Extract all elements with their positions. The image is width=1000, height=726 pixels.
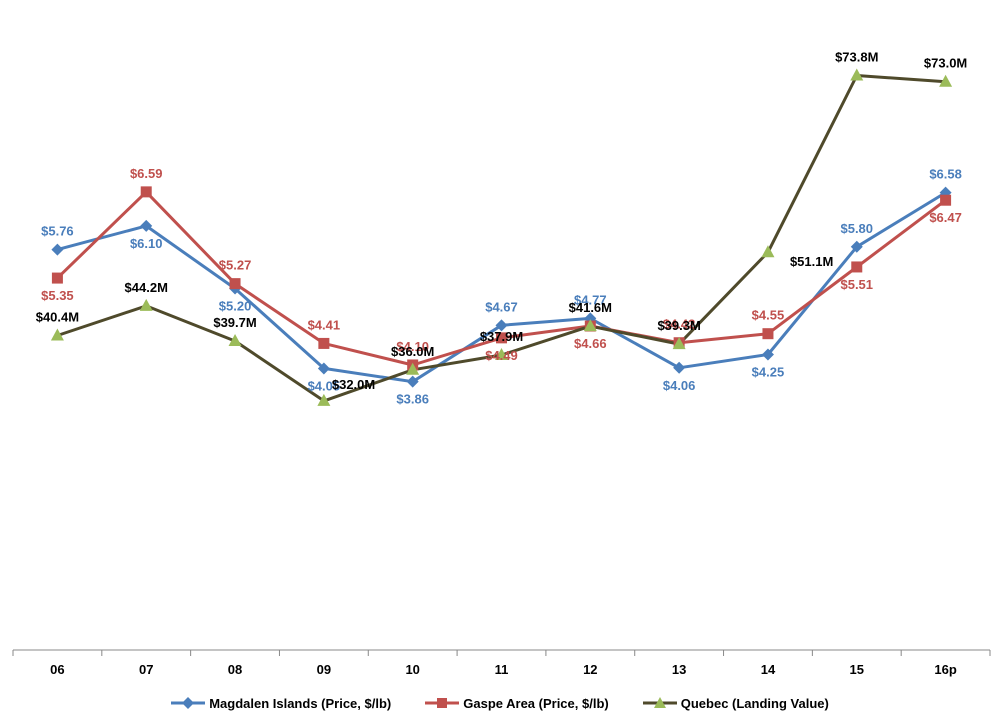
x-tick-label: 14	[761, 662, 776, 677]
data-label: $4.66	[574, 336, 607, 351]
legend-item: Quebec (Landing Value)	[642, 695, 829, 711]
data-label: $5.76	[41, 224, 74, 239]
x-tick-label: 13	[672, 662, 686, 677]
data-point-marker	[761, 245, 775, 258]
data-label: $4.25	[752, 365, 785, 380]
data-point-marker	[406, 375, 419, 388]
data-label: $3.86	[396, 392, 429, 407]
data-label: $36.0M	[391, 344, 434, 359]
legend-swatch	[425, 698, 460, 708]
data-point-marker	[496, 332, 507, 344]
data-label: $4.49	[485, 348, 518, 363]
data-label: $4.10	[396, 339, 429, 354]
data-label: $5.80	[840, 221, 873, 236]
data-point-marker	[850, 68, 864, 81]
data-point-marker	[140, 219, 153, 232]
data-label: $4.06	[663, 378, 696, 393]
data-point-marker	[495, 347, 508, 360]
data-point-marker	[762, 328, 774, 340]
data-label: $41.6M	[569, 300, 612, 315]
data-label: $37.9M	[480, 329, 523, 344]
data-label: $6.59	[130, 166, 163, 181]
data-label: $51.1M	[790, 254, 833, 269]
x-tick-label: 09	[317, 662, 331, 677]
data-point-marker	[672, 337, 686, 350]
data-point-marker	[317, 393, 331, 406]
legend-label: Quebec (Landing Value)	[680, 695, 829, 711]
data-point-marker	[850, 240, 863, 253]
data-point-marker	[229, 278, 241, 290]
data-label: $4.41	[308, 317, 341, 332]
legend-swatch	[642, 697, 677, 708]
x-tick-label: 07	[139, 662, 153, 677]
data-label: $5.20	[219, 299, 252, 314]
data-point-marker	[140, 186, 152, 198]
x-tick-label: 08	[228, 662, 242, 677]
data-label: $4.05	[308, 378, 341, 393]
legend-label: Gaspe Area (Price, $/lb)	[463, 695, 609, 711]
data-point-marker	[318, 337, 330, 349]
data-point-marker	[940, 194, 952, 206]
data-label: $4.67	[485, 299, 518, 314]
data-label: $6.47	[929, 210, 962, 225]
data-label: $6.58	[929, 167, 962, 182]
data-point-marker	[939, 74, 953, 87]
x-tick-label: 10	[405, 662, 419, 677]
data-point-marker	[673, 361, 686, 374]
data-point-marker	[317, 362, 330, 375]
line-chart-plot: 06 07 08 09 10 11 12 13 14 15 16p $5.76 $6.10 $5.20 $4…	[12, 50, 991, 677]
legend-item: Magdalen Islands (Price, $/lb)	[171, 696, 391, 711]
data-label: $5.27	[219, 258, 252, 273]
data-point-marker	[51, 272, 63, 284]
data-label: $4.42	[663, 317, 696, 332]
data-point-marker	[139, 298, 153, 311]
data-label: $32.0M	[332, 377, 375, 392]
x-tick-label: 11	[495, 662, 509, 677]
chart-legend: Magdalen Islands (Price, $/lb) Gaspe Area…	[0, 690, 1000, 716]
data-point-marker	[51, 243, 64, 256]
data-label: $4.77	[574, 292, 607, 307]
data-label: $73.8M	[835, 50, 878, 65]
data-label: $6.10	[130, 236, 163, 251]
data-point-marker	[495, 319, 508, 332]
data-label: $4.55	[752, 308, 785, 323]
data-label: $39.3M	[657, 318, 700, 333]
x-tick-label: 12	[583, 662, 597, 677]
x-tick-label: 15	[850, 662, 864, 677]
data-label: $5.35	[41, 288, 74, 303]
data-label: $5.51	[840, 277, 873, 292]
legend-item: Gaspe Area (Price, $/lb)	[425, 695, 609, 711]
legend-swatch	[171, 697, 206, 709]
data-point-marker	[761, 348, 774, 361]
data-point-marker	[406, 362, 420, 375]
data-label: $73.0M	[924, 56, 967, 71]
data-label: $39.7M	[213, 315, 256, 330]
x-tick-label: 16p	[934, 662, 956, 677]
data-label: $44.2M	[125, 280, 168, 295]
data-point-marker	[851, 261, 863, 273]
x-tick-label: 06	[50, 662, 64, 677]
data-point-marker	[228, 333, 242, 346]
data-point-marker	[50, 328, 64, 341]
data-point-marker	[583, 319, 597, 332]
legend-label: Magdalen Islands (Price, $/lb)	[209, 695, 392, 711]
data-label: $40.4M	[36, 310, 79, 325]
